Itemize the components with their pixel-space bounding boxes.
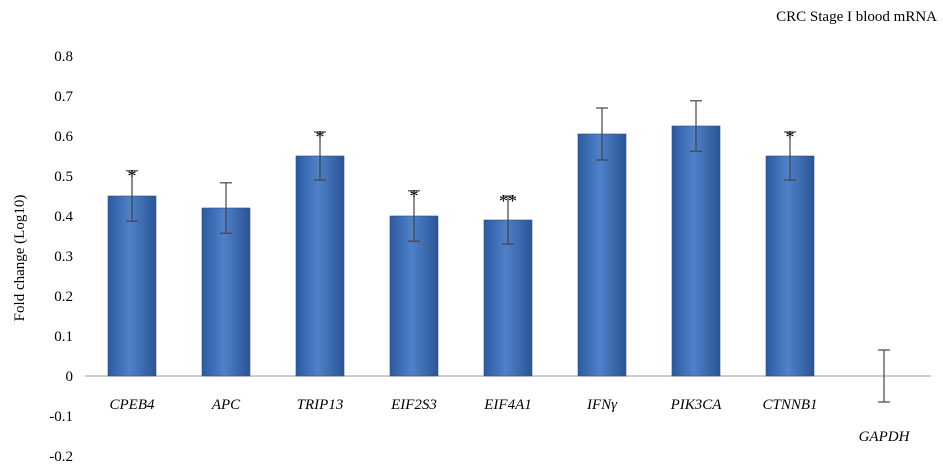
- y-tick-label: 0.3: [54, 249, 73, 265]
- y-tick-label: 0.2: [54, 289, 73, 305]
- x-tick-label: EIF4A1: [483, 397, 531, 413]
- bar: [201, 207, 251, 377]
- bar: [389, 215, 439, 377]
- bars: [107, 125, 815, 377]
- x-tick-label: TRIP13: [297, 397, 344, 413]
- x-tick-label: APC: [211, 397, 241, 413]
- significance-label: *: [786, 127, 795, 147]
- x-tick-label: CTNNB1: [762, 397, 817, 413]
- bar: [765, 155, 815, 377]
- y-axis-label: Fold change (Log10): [12, 195, 28, 322]
- bar: [577, 133, 627, 377]
- x-tick-label: PIK3CA: [670, 397, 723, 413]
- significance-annotations: *** ***: [128, 127, 795, 211]
- significance-label: **: [499, 191, 517, 211]
- y-tick-label: 0.4: [54, 209, 73, 225]
- y-tick-label: -0.2: [49, 449, 73, 465]
- x-tick-label: EIF2S3: [390, 397, 437, 413]
- bar: [671, 125, 721, 377]
- x-tick-label: CPEB4: [110, 397, 155, 413]
- bar: [107, 195, 157, 377]
- significance-label: *: [316, 127, 325, 147]
- y-tick-label: 0.5: [54, 169, 73, 185]
- y-tick-label: 0.8: [54, 49, 73, 65]
- y-tick-label: 0.6: [54, 129, 73, 145]
- y-tick-label: 0.7: [54, 89, 73, 105]
- y-ticks: 0.8 0.7 0.6 0.5 0.4 0.3 0.2 0.1 0 -0.1 -0.2: [49, 49, 73, 465]
- significance-label: *: [128, 166, 137, 186]
- significance-label: *: [410, 186, 419, 206]
- error-bars: [126, 100, 890, 403]
- bar: [295, 155, 345, 377]
- chart-title: CRC Stage I blood mRNA: [776, 9, 937, 25]
- y-tick-label: 0: [66, 369, 74, 385]
- bar: [483, 219, 533, 377]
- y-tick-label: -0.1: [49, 409, 73, 425]
- x-tick-label: GAPDH: [859, 429, 911, 445]
- y-tick-label: 0.1: [54, 329, 73, 345]
- x-ticks: CPEB4 APC TRIP13 EIF2S3 EIF4A1 IFNγ PIK3CA CTNN…: [110, 397, 911, 445]
- x-tick-label: IFNγ: [586, 397, 618, 413]
